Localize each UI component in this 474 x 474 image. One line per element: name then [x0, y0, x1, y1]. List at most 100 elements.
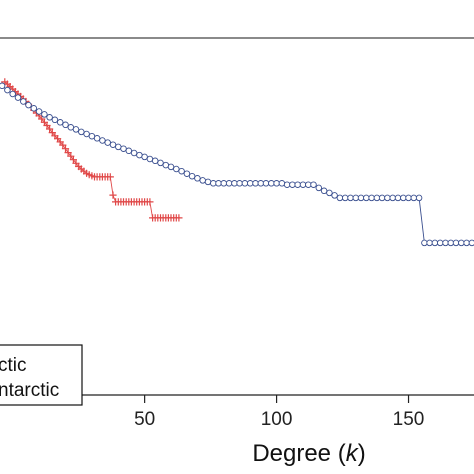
data-point-circle — [463, 239, 470, 247]
data-point-circle — [320, 187, 328, 195]
data-point-circle — [225, 180, 233, 187]
x-axis-label-prefix: Degree ( — [252, 440, 345, 467]
data-point-circle — [183, 170, 191, 177]
data-point-circle — [120, 145, 127, 152]
data-point-circle — [9, 90, 16, 98]
data-point-circle — [56, 119, 64, 126]
data-point-circle — [299, 181, 307, 188]
data-point-circle — [167, 163, 175, 171]
data-point-circle — [468, 239, 474, 247]
data-point-circle — [215, 180, 222, 187]
data-point-circle — [436, 239, 444, 247]
x-axis-label: Degree (k) — [252, 440, 365, 467]
data-point-circle — [78, 128, 85, 136]
data-point-circle — [20, 98, 27, 105]
legend-box — [0, 344, 83, 406]
data-point-circle — [130, 149, 138, 157]
data-point-circle — [62, 121, 69, 129]
data-point-circle — [378, 194, 386, 202]
data-point-circle — [389, 194, 396, 202]
data-point-circle — [146, 155, 154, 163]
data-point-circle — [72, 126, 80, 133]
data-point-circle — [46, 114, 53, 121]
x-tick-label: 100 — [261, 409, 293, 430]
data-point-circle — [141, 153, 148, 161]
data-point-circle — [410, 194, 418, 202]
data-point-circle — [151, 157, 159, 165]
data-point-circle — [157, 159, 164, 167]
data-point-circle — [426, 239, 433, 247]
data-point-circle — [51, 116, 59, 124]
data-point-circle — [262, 180, 270, 187]
legend-entry-antarctic: ntarctic — [0, 380, 59, 401]
data-point-circle — [173, 165, 180, 173]
data-point-circle — [452, 239, 460, 247]
data-point-circle — [405, 194, 412, 202]
data-point-plus — [109, 191, 117, 199]
data-point-circle — [283, 181, 291, 188]
data-point-circle — [294, 181, 301, 188]
data-point-circle — [0, 82, 6, 90]
data-point-circle — [252, 180, 259, 187]
data-point-circle — [93, 135, 101, 142]
data-point-circle — [188, 172, 196, 180]
x-axis-label-suffix: ) — [358, 440, 366, 467]
data-point-circle — [384, 194, 391, 202]
data-point-circle — [236, 180, 243, 187]
x-axis: 50 100 150 — [134, 395, 424, 430]
data-point-circle — [273, 180, 280, 187]
data-point-plus — [175, 214, 183, 222]
x-axis-label-variable: k — [346, 440, 360, 467]
data-point-circle — [415, 194, 423, 202]
data-point-circle — [35, 108, 43, 115]
data-point-circle — [104, 139, 111, 146]
data-point-circle — [315, 184, 323, 192]
data-point-circle — [431, 239, 439, 247]
data-point-circle — [458, 239, 465, 247]
data-point-circle — [331, 192, 338, 199]
data-point-circle — [30, 105, 38, 112]
data-point-circle — [41, 111, 48, 118]
x-tick-label: 50 — [134, 409, 155, 430]
data-point-circle — [278, 180, 286, 187]
series-1-line — [4, 81, 179, 219]
data-point-circle — [194, 175, 201, 182]
data-point-circle — [109, 141, 117, 148]
data-point-circle — [14, 94, 22, 101]
data-point-circle — [178, 167, 185, 175]
data-point-plus — [146, 198, 154, 206]
data-point-circle — [289, 181, 296, 188]
data-point-circle — [204, 178, 212, 186]
data-point-plus — [106, 173, 114, 181]
series-layer — [0, 78, 474, 247]
series-2-line — [1, 85, 472, 244]
data-point-circle — [336, 194, 344, 202]
legend: ctic ntarctic — [0, 344, 83, 406]
data-point-circle — [341, 194, 349, 202]
data-point-circle — [357, 194, 365, 202]
data-point-circle — [99, 137, 106, 144]
data-point-circle — [125, 147, 133, 155]
data-point-circle — [220, 180, 228, 187]
data-point-circle — [394, 194, 402, 202]
data-point-plus — [61, 145, 70, 153]
data-point-circle — [25, 101, 32, 109]
data-point-circle — [326, 189, 333, 197]
data-point-circle — [442, 239, 449, 247]
x-tick-label: 150 — [393, 409, 425, 430]
data-point-circle — [246, 180, 254, 187]
data-point-circle — [83, 130, 90, 138]
data-point-circle — [310, 181, 317, 188]
series-1 — [1, 78, 183, 222]
data-point-circle — [199, 177, 206, 184]
data-point-circle — [268, 180, 275, 187]
data-point-circle — [363, 194, 370, 202]
plot-frame — [0, 37, 474, 396]
data-point-circle — [368, 194, 375, 202]
data-point-circle — [241, 180, 249, 187]
legend-entry-arctic: ctic — [0, 355, 27, 376]
data-point-circle — [4, 86, 11, 94]
series-2 — [0, 82, 474, 247]
data-point-circle — [347, 194, 354, 202]
